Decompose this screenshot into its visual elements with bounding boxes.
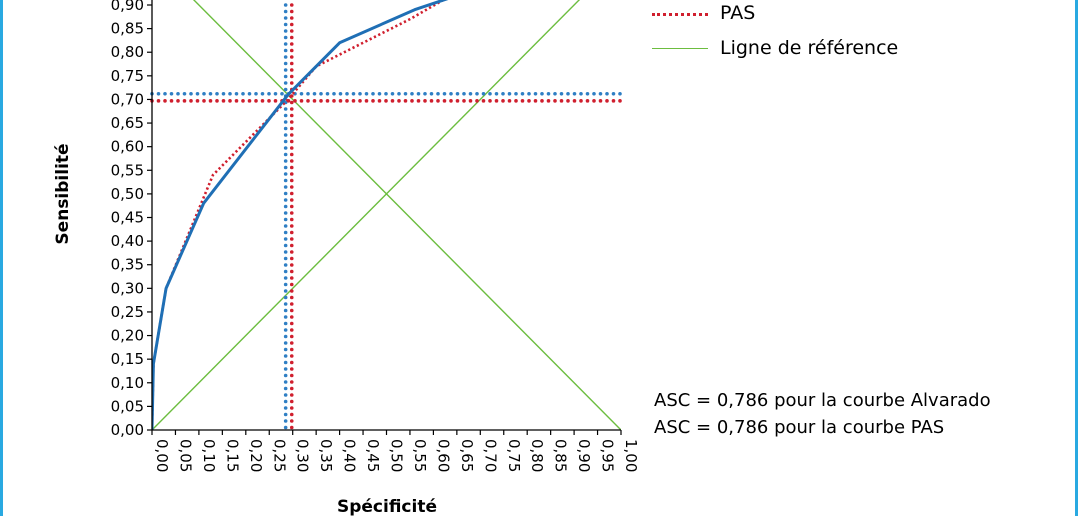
roc-series xyxy=(152,0,449,430)
x-tick-label: 0,00 xyxy=(153,439,171,472)
series-line-alvarado xyxy=(152,0,449,430)
x-tick-label: 0,65 xyxy=(458,439,476,472)
x-tick-label: 0,80 xyxy=(528,439,546,472)
x-tick-label: 0,95 xyxy=(599,439,617,472)
auc-note-pas: ASC = 0,786 pour la courbe PAS xyxy=(654,417,945,438)
y-tick-label: 0,30 xyxy=(111,279,144,297)
x-tick-label: 1,00 xyxy=(622,439,640,472)
reference-lines xyxy=(152,0,621,430)
x-tick-label: 0,45 xyxy=(364,439,382,472)
y-tick-label: 0,10 xyxy=(111,374,144,392)
y-tick-label: 0,90 xyxy=(111,0,144,14)
x-tick-label: 0,85 xyxy=(552,439,570,472)
x-tick-labels: 0,00 0,05 0,10 0,15 0,20 0,25 0,30 0,35 0,40 0,45… xyxy=(153,439,640,472)
auc-notes: ASC = 0,786 pour la courbe Alvarado ASC … xyxy=(654,387,991,441)
x-tick-label: 0,35 xyxy=(317,439,335,472)
y-tick-label: 0,80 xyxy=(111,43,144,61)
y-tick-label: 0,75 xyxy=(111,67,144,85)
y-tick-label: 0,65 xyxy=(111,114,144,132)
y-tick-label: 0,25 xyxy=(111,303,144,321)
y-tick-label: 0,40 xyxy=(111,232,144,250)
legend-label-reference: Ligne de référence xyxy=(720,37,899,59)
y-tick-label: 0,50 xyxy=(111,185,144,203)
y-tick-label: 0,85 xyxy=(111,20,144,38)
y-tick-label: 0,05 xyxy=(111,397,144,415)
legend-swatch-pas xyxy=(652,13,708,16)
x-tick-label: 0,70 xyxy=(481,439,499,472)
x-tick-label: 0,90 xyxy=(575,439,593,472)
y-tick-label: 0,45 xyxy=(111,209,144,227)
y-tick-label: 0,15 xyxy=(111,350,144,368)
x-tick-label: 0,30 xyxy=(294,439,312,472)
x-axis-title: Spécificité xyxy=(337,497,437,516)
auc-note-alvarado: ASC = 0,786 pour la courbe Alvarado xyxy=(654,390,991,411)
legend-item-pas: PAS xyxy=(652,2,972,26)
frame-left-border xyxy=(0,0,3,516)
x-tick-label: 0,05 xyxy=(176,439,194,472)
y-tick-label: 0,55 xyxy=(111,161,144,179)
y-tick-label: 0,20 xyxy=(111,327,144,345)
y-tick-label: 0,60 xyxy=(111,138,144,156)
x-tick-label: 0,20 xyxy=(247,439,265,472)
legend-swatch-reference xyxy=(652,48,708,49)
reference-line-inverse xyxy=(192,0,621,430)
x-tick-label: 0,50 xyxy=(388,439,406,472)
reference-line-diagonal xyxy=(152,0,581,430)
axes xyxy=(147,0,622,435)
y-axis-title: Sensibilité xyxy=(53,143,73,244)
frame-right-border xyxy=(1075,0,1078,516)
x-tick-label: 0,10 xyxy=(200,439,218,472)
y-tick-label: 0,70 xyxy=(111,90,144,108)
x-tick-label: 0,75 xyxy=(505,439,523,472)
cutoff-lines xyxy=(150,3,623,432)
x-tick-label: 0,25 xyxy=(270,439,288,472)
x-tick-label: 0,40 xyxy=(341,439,359,472)
x-tick-label: 0,60 xyxy=(434,439,452,472)
legend-item-reference: Ligne de référence xyxy=(652,37,972,61)
legend-label-pas: PAS xyxy=(720,2,756,24)
x-tick-label: 0,15 xyxy=(223,439,241,472)
y-tick-labels: 0,00 0,05 0,10 0,15 0,20 0,25 0,30 0,35 0,40 0,45… xyxy=(111,0,144,439)
x-tick-label: 0,55 xyxy=(411,439,429,472)
y-tick-label: 0,35 xyxy=(111,256,144,274)
y-tick-label: 0,00 xyxy=(111,421,144,439)
